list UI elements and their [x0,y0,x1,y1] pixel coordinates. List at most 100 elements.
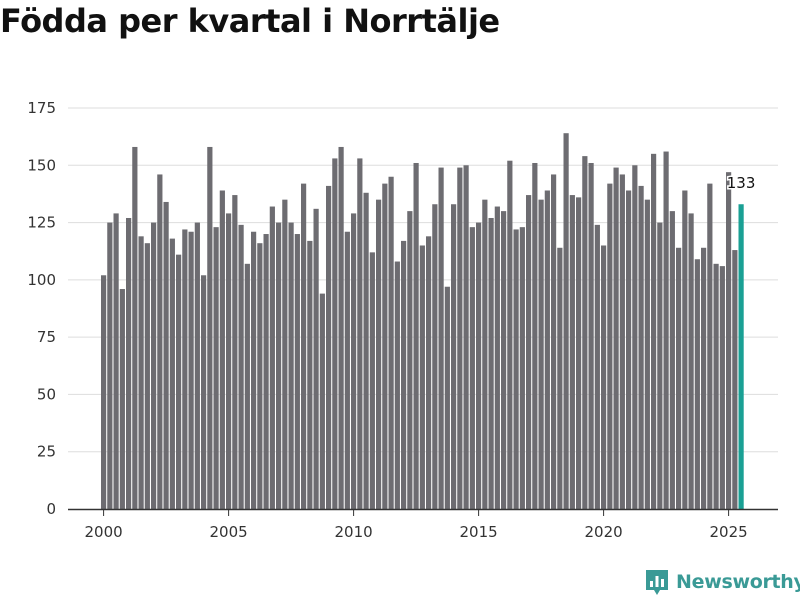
bar [494,206,500,509]
bar [232,195,238,509]
bar [394,261,400,509]
bar [138,236,144,509]
y-tick-label-75: 75 [37,328,56,346]
bar [126,217,132,509]
bar [382,183,388,510]
bar [651,153,657,510]
latest-value-label: 133 [727,174,756,192]
bar [407,211,413,509]
bar [269,206,275,509]
bar [332,158,338,509]
bar [413,162,419,509]
bar [519,227,525,509]
bar [719,266,725,509]
bar [682,190,688,509]
x-tick-label-2025: 2025 [710,523,748,541]
bar [451,204,457,510]
bar [444,286,450,509]
bar [263,234,269,509]
bar-latest [738,204,744,510]
bar [326,185,332,509]
y-tick-label-175: 175 [27,99,56,117]
bar [588,162,594,509]
bar [569,195,575,509]
bar [713,263,719,509]
bar [388,176,394,509]
bar [194,222,200,510]
x-tick-label-2020: 2020 [585,523,623,541]
bar [344,231,350,510]
bar [251,231,257,510]
bar [663,151,669,509]
bar [419,245,425,509]
x-tick-label-2010: 2010 [335,523,373,541]
bar [513,229,519,509]
bar [157,174,163,510]
bar [213,227,219,509]
bar [207,146,213,509]
bar [726,172,732,509]
bar [301,183,307,510]
bar [538,199,544,509]
bar [607,183,613,510]
bar [507,160,513,509]
bar [188,231,194,510]
bar [307,240,313,509]
y-tick-label-25: 25 [37,443,56,461]
brand-logo[interactable]: Newsworthy [644,568,800,596]
bars [101,133,744,510]
bar [638,185,644,509]
x-tick-label-2015: 2015 [460,523,498,541]
bar [469,227,475,509]
bar [226,213,232,510]
x-tick-label-2000: 2000 [85,523,123,541]
bar [376,199,382,509]
bar [176,254,182,509]
bar [107,222,113,510]
bar [457,167,463,509]
bar [557,247,563,509]
bar [219,190,225,509]
bar [151,222,157,510]
bar [563,133,569,509]
bar [694,259,700,509]
bar [357,158,363,509]
bar [338,146,344,509]
bar [182,229,188,509]
bar [576,197,582,509]
y-tick-label-100: 100 [27,271,56,289]
bar [732,250,738,509]
bar [119,289,125,509]
bar [669,211,675,509]
axes: 0 25 50 75 100 125 150 175 2000 2005 2010 2015 2020 2… [27,99,778,541]
bar [288,222,294,510]
brand-name: Newsworthy [676,571,800,593]
y-tick-label-150: 150 [27,156,56,174]
bar [363,192,369,510]
bar [244,263,250,509]
bar [463,165,469,510]
bar [426,236,432,509]
bar [432,204,438,510]
newsworthy-logo-icon [646,570,668,595]
bar [257,243,263,510]
bar [482,199,488,509]
bar [632,165,638,510]
y-tick-label-125: 125 [27,214,56,232]
bar [238,224,244,509]
x-tick-label-2005: 2005 [210,523,248,541]
bar [526,195,532,509]
bar [707,183,713,510]
bar [613,167,619,509]
bar [294,234,300,509]
bar [132,146,138,509]
bar [351,213,357,510]
bar [544,190,550,509]
bar [619,174,625,510]
chart-title: Födda per kvartal i Norrtälje [0,2,500,40]
data-labels: 133 [725,173,757,194]
bar [476,222,482,510]
bar [676,247,682,509]
bar [113,213,119,510]
